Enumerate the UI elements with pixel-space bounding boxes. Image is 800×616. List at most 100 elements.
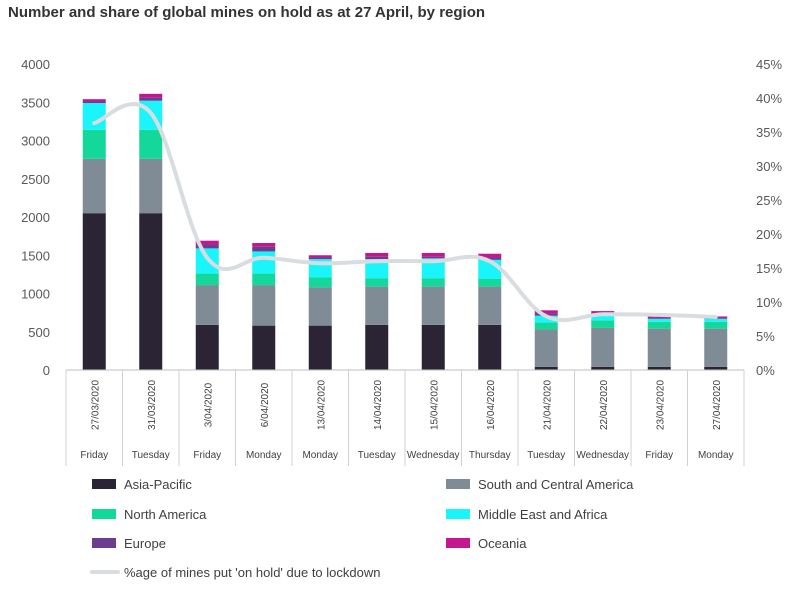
legend-swatch — [92, 509, 116, 519]
bar-segment — [365, 278, 389, 287]
bar-segment — [252, 273, 276, 286]
bar-segment — [647, 316, 671, 318]
day-label: Tuesday — [132, 450, 170, 461]
day-label: Friday — [80, 450, 108, 461]
legend-swatch — [446, 538, 470, 548]
bar-segment — [365, 252, 389, 257]
bar-segment — [308, 255, 332, 258]
legend-swatch — [446, 509, 470, 519]
bar-segment — [252, 243, 276, 247]
bar-segment — [252, 246, 276, 252]
bar-segment — [82, 213, 106, 370]
legend-swatch — [92, 538, 116, 548]
bar-segment — [252, 325, 276, 370]
bar-segment — [647, 317, 671, 319]
legend-label: North America — [124, 507, 207, 522]
bar-segment — [308, 257, 332, 260]
right-tick-label: 10% — [756, 295, 782, 310]
category-label: 21/04/2020 — [542, 380, 553, 430]
bar-segment — [591, 366, 615, 370]
bar-segment — [252, 285, 276, 326]
bar-segment — [308, 325, 332, 370]
bar-segment — [139, 158, 163, 214]
legend-label: Middle East and Africa — [478, 507, 608, 522]
bar-segment — [704, 328, 728, 367]
day-label: Tuesday — [527, 450, 565, 461]
category-label: 31/03/2020 — [147, 380, 158, 430]
legend-label: Europe — [124, 536, 166, 551]
day-label: Wednesday — [407, 450, 460, 461]
right-tick-label: 15% — [756, 261, 782, 276]
bar-segment — [139, 129, 163, 159]
day-label: Thursday — [469, 450, 511, 461]
legend-label: Oceania — [478, 536, 527, 551]
bar-segment — [647, 366, 671, 370]
bar-segment — [195, 324, 219, 370]
bar-segment — [82, 158, 106, 214]
share-line-layer — [92, 102, 718, 323]
bar-segment — [704, 318, 728, 322]
bar-segment — [647, 321, 671, 329]
bar-segment — [139, 213, 163, 370]
bar-segment — [421, 324, 445, 370]
bar-segment — [139, 97, 163, 101]
share-line — [92, 102, 718, 323]
x-axis: 27/03/2020 31/03/2020 3/04/2020 6/04/2020 13… — [65, 369, 745, 466]
bar-segment — [534, 315, 558, 323]
bar-segment — [591, 327, 615, 367]
left-tick-label: 3000 — [21, 134, 50, 149]
left-tick-label: 0 — [43, 363, 50, 378]
right-tick-label: 0% — [756, 363, 775, 378]
right-tick-label: 25% — [756, 193, 782, 208]
category-label: 14/04/2020 — [373, 380, 384, 430]
category-label: 6/04/2020 — [260, 382, 271, 427]
category-label: 3/04/2020 — [203, 382, 214, 427]
legend-swatch — [446, 479, 470, 489]
bar-segment — [704, 366, 728, 370]
category-label: 22/04/2020 — [599, 380, 610, 430]
bar-segment — [308, 287, 332, 326]
category-label: 13/04/2020 — [316, 380, 327, 430]
category-label: 15/04/2020 — [429, 380, 440, 430]
bar-segment — [478, 253, 502, 258]
left-tick-label: 2500 — [21, 172, 50, 187]
bar-segment — [478, 324, 502, 370]
bar-segment — [478, 278, 502, 287]
bar-segment — [421, 258, 445, 279]
bar-segment — [308, 277, 332, 288]
bar-segment — [195, 248, 219, 274]
right-tick-label: 35% — [756, 125, 782, 140]
day-label: Friday — [645, 450, 673, 461]
bar-segment — [365, 324, 389, 370]
left-tick-label: 1500 — [21, 248, 50, 263]
left-tick-label: 3500 — [21, 95, 50, 110]
right-tick-label: 45% — [756, 57, 782, 72]
bar-segment — [421, 278, 445, 287]
bar-segment — [139, 93, 163, 98]
legend: Asia-Pacific South and Central America Nor… — [90, 477, 634, 580]
bar-segment — [704, 321, 728, 329]
legend-label: %age of mines put 'on hold' due to lockd… — [124, 565, 380, 580]
bar-segment — [252, 251, 276, 274]
day-label: Monday — [698, 450, 734, 461]
left-axis: 0 500 1000 1500 2000 2500 3000 3500 4000 — [21, 57, 50, 378]
right-axis: 0% 5% 10% 15% 20% 25% 30% 35% 40% 45% — [756, 57, 782, 378]
legend-label: South and Central America — [478, 477, 634, 492]
bar-segment — [534, 310, 558, 314]
left-tick-label: 500 — [28, 325, 50, 340]
bar-segment — [534, 366, 558, 370]
bar-segment — [647, 328, 671, 367]
bar-segment — [591, 320, 615, 328]
bar-segment — [534, 329, 558, 367]
left-tick-label: 1000 — [21, 287, 50, 302]
bar-segment — [534, 322, 558, 330]
left-tick-label: 2000 — [21, 210, 50, 225]
legend-label: Asia-Pacific — [124, 477, 192, 492]
bar-segment — [647, 318, 671, 322]
right-tick-label: 40% — [756, 91, 782, 106]
day-label: Wednesday — [576, 450, 629, 461]
right-tick-label: 20% — [756, 227, 782, 242]
right-tick-label: 5% — [756, 329, 775, 344]
category-label: 23/04/2020 — [655, 380, 666, 430]
day-label: Monday — [302, 450, 338, 461]
